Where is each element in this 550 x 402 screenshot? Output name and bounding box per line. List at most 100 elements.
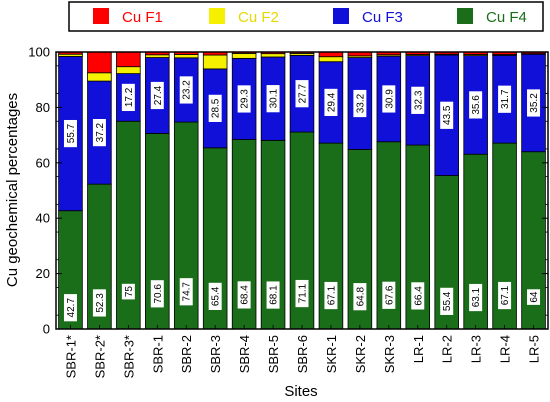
segment-label-group: 55.4 <box>440 287 454 315</box>
segment-label: 55.7 <box>66 123 77 143</box>
segment-label-group: 29.3 <box>237 85 251 113</box>
segment-label: 17.2 <box>124 87 135 107</box>
segment-label-bg <box>295 80 309 108</box>
segment-label-group: 32.3 <box>411 86 425 114</box>
segment-label-group: 68.1 <box>266 281 280 309</box>
segment-label: 28.5 <box>211 98 222 118</box>
segment-label-group: 43.5 <box>440 101 454 129</box>
segment-label-bg <box>121 283 135 300</box>
segment-label: 37.2 <box>95 122 106 142</box>
segment-label-bg <box>208 282 222 310</box>
bar-cu-f2-sbr-2- <box>87 72 112 82</box>
segment-label-group: 29.4 <box>324 88 338 117</box>
segment-label: 30.1 <box>269 89 280 109</box>
segment-label: 33.2 <box>355 93 366 113</box>
segment-label-group: 30.1 <box>266 85 280 113</box>
segment-label-bg <box>498 85 512 113</box>
segment-label-group: 27.7 <box>295 80 309 108</box>
segment-label-group: 63.1 <box>469 283 483 312</box>
segment-label-bg <box>469 283 483 312</box>
segment-label: 68.1 <box>269 285 280 305</box>
segment-label-group: 75 <box>121 283 135 300</box>
legend-label-cu-f1: Cu F1 <box>122 9 163 26</box>
segment-label: 43.5 <box>442 105 453 125</box>
segment-label-group: 64.8 <box>353 283 367 311</box>
x-tick-label: LR-2 <box>440 335 455 363</box>
bar-cu-f2-sbr-3- <box>116 66 141 75</box>
y-axis-title: Cu geochemical percentages <box>4 93 21 287</box>
x-tick-label: LR-3 <box>469 335 484 363</box>
x-tick-label: SKR-2 <box>353 335 368 373</box>
segment-label-bg <box>92 289 106 317</box>
segment-label-bg <box>353 89 367 118</box>
segment-label-bg <box>121 83 135 112</box>
segment-label-group: 33.2 <box>353 89 367 118</box>
segment-label: 35.2 <box>529 93 540 113</box>
segment-label-group: 17.2 <box>121 83 135 112</box>
segment-label: 29.3 <box>240 89 251 109</box>
segment-label-group: 67.6 <box>382 281 396 309</box>
segment-label-group: 35.6 <box>469 91 483 119</box>
segment-label: 67.6 <box>384 285 395 305</box>
segment-label-group: 35.2 <box>527 89 541 117</box>
plot-area: 42.7 55.7 52.3 37.2 75 17.2 70.6 27.4 74.7 23.2 65… <box>28 45 549 378</box>
legend-label-cu-f4: Cu F4 <box>486 9 527 26</box>
x-tick-label: SBR-1 <box>150 335 165 373</box>
x-tick-label: SBR-5 <box>266 335 281 373</box>
y-tick-label: 60 <box>36 155 50 170</box>
x-tick-label: SKR-1 <box>324 335 339 373</box>
segment-label-bg <box>382 281 396 309</box>
segment-label-bg <box>266 281 280 309</box>
segment-label-bg <box>150 280 164 308</box>
segment-label-bg <box>382 85 396 113</box>
segment-label-bg <box>237 281 251 309</box>
segment-label: 66.4 <box>413 286 424 306</box>
segment-label-bg <box>150 81 164 110</box>
bar-cu-f2-sbr-3 <box>202 54 228 70</box>
bar-cu-f2-sbr-5 <box>260 53 286 58</box>
segment-label-group: 27.4 <box>150 81 164 110</box>
segment-label: 35.6 <box>471 95 482 115</box>
segment-label-group: 52.3 <box>92 289 106 317</box>
bar-cu-f2-sbr-2 <box>173 54 199 59</box>
segment-label-group: 64 <box>527 289 541 305</box>
x-tick-label: SBR-1* <box>63 335 78 378</box>
segment-label-group: 65.4 <box>208 282 222 310</box>
segment-label-group: 70.6 <box>150 280 164 308</box>
x-tick-label: LR-1 <box>411 335 426 363</box>
x-tick-label: SBR-6 <box>295 335 310 373</box>
segment-label: 64 <box>529 291 540 303</box>
segment-label-bg <box>411 282 425 310</box>
segment-label-bg <box>237 85 251 113</box>
segment-label-group: 67.1 <box>324 281 338 310</box>
legend-label-cu-f2: Cu F2 <box>238 9 279 26</box>
segment-label: 68.4 <box>240 285 251 305</box>
segment-label-bg <box>527 89 541 117</box>
segment-label: 29.4 <box>326 92 337 112</box>
segment-label-bg <box>63 294 77 322</box>
segment-label: 52.3 <box>95 293 106 313</box>
segment-label: 70.6 <box>153 284 164 304</box>
x-tick-label: SKR-3 <box>382 335 397 373</box>
segment-label: 67.1 <box>326 285 337 305</box>
segment-label-bg <box>440 287 454 315</box>
segment-label-group: 67.1 <box>498 281 512 310</box>
segment-label-bg <box>469 91 483 119</box>
x-tick-label: SBR-2 <box>179 335 194 373</box>
segment-label: 42.7 <box>66 298 77 318</box>
x-tick-label: SBR-2* <box>92 335 107 378</box>
segment-label-bg <box>498 281 512 310</box>
bar-cu-f1-sbr-2- <box>87 51 112 74</box>
x-axis-title: Sites <box>284 383 317 400</box>
legend: Cu F1 Cu F2 Cu F3 Cu F4 <box>93 8 527 26</box>
legend-swatch-cu-f3 <box>333 8 349 24</box>
segment-label: 32.3 <box>413 90 424 110</box>
segment-label: 55.4 <box>442 291 453 311</box>
segment-label: 27.4 <box>153 85 164 105</box>
segment-label: 74.7 <box>182 282 193 302</box>
bar-cu-f2-skr-1 <box>318 56 344 63</box>
legend-swatch-cu-f4 <box>457 8 473 24</box>
legend-label-cu-f3: Cu F3 <box>362 9 403 26</box>
legend-swatch-cu-f1 <box>93 8 109 24</box>
